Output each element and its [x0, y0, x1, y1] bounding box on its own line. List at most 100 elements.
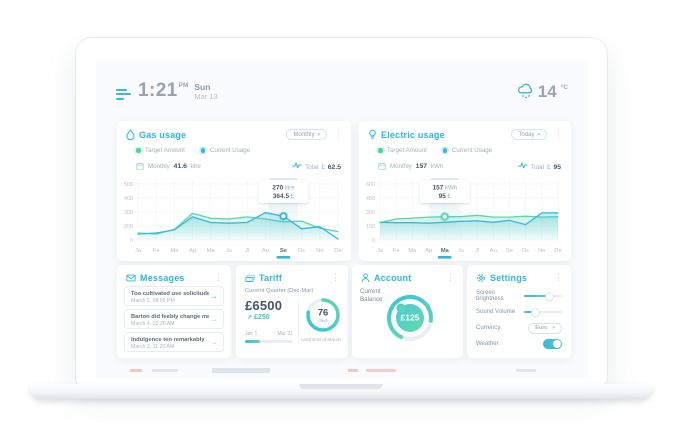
message-item[interactable]: Indulgence ten remarkably March 2, 11:20…	[124, 332, 224, 352]
svg-text:Ma: Ma	[441, 248, 450, 254]
open-message-arrow-icon[interactable]: →	[210, 314, 218, 324]
person-icon	[361, 273, 370, 283]
messages-menu[interactable]: ⋮	[214, 272, 223, 283]
currency-select[interactable]: Euro ▾	[528, 322, 562, 334]
svg-text:150: 150	[366, 224, 375, 230]
volume-label: Sound Volume	[476, 309, 516, 315]
electric-card-title: Electric usage	[381, 129, 445, 140]
settings-title: Settings	[490, 273, 528, 283]
svg-text:Ma: Ma	[408, 248, 417, 254]
svg-text:De: De	[334, 248, 341, 254]
svg-text:Jl: Jl	[475, 248, 479, 254]
svg-text:Jl: Jl	[245, 248, 249, 254]
electric-card-menu[interactable]: ⋮	[554, 128, 563, 139]
target-amount-dot	[136, 148, 141, 153]
tariff-amount: £6500	[245, 298, 283, 313]
volume-slider[interactable]	[524, 308, 562, 316]
legend-label: Current Usage	[209, 147, 251, 154]
electric-period-dropdown[interactable]: Today ▾	[511, 129, 547, 140]
svg-text:200: 200	[124, 224, 133, 230]
gas-card-menu[interactable]: ⋮	[334, 128, 343, 139]
gas-meta-label: Monthly	[148, 162, 170, 170]
svg-text:Ma: Ma	[207, 248, 216, 254]
message-item[interactable]: Barton did feebly change man March 4, 02…	[124, 309, 224, 329]
svg-text:Ja: Ja	[377, 248, 384, 254]
temperature-value: 14	[537, 82, 557, 101]
current-usage-dot	[200, 148, 206, 153]
svg-text:Se: Se	[280, 248, 288, 254]
brightness-slider[interactable]	[524, 292, 562, 300]
days-remaining-unit: days	[318, 318, 328, 323]
legend-label: Target Amount	[387, 147, 427, 154]
svg-text:364.5 £: 364.5 £	[273, 193, 295, 200]
electric-legend: Target Amount Current Usage	[359, 140, 571, 154]
svg-text:Fe: Fe	[393, 248, 400, 254]
tariff-delta: ↗ £250	[247, 314, 270, 321]
svg-text:Au: Au	[490, 248, 497, 254]
chevron-down-icon: ▾	[537, 131, 540, 138]
svg-text:400: 400	[124, 196, 133, 202]
gas-total-value: 62.5	[327, 164, 341, 171]
tariff-card: Tariff ⋮ Current Quarter (Dec-Mar) £6500…	[236, 265, 348, 358]
svg-text:600: 600	[366, 182, 375, 188]
envelope-icon	[126, 274, 136, 282]
svg-text:De: De	[554, 248, 561, 254]
electric-total-label: Total	[530, 164, 544, 171]
svg-text:No: No	[538, 248, 545, 254]
date-label: Mar 13	[194, 91, 218, 101]
message-text: Barton did feebly change man	[131, 313, 209, 320]
brightness-label: Screen brightness	[476, 290, 504, 302]
quarter-progress-fill	[245, 340, 261, 343]
gear-icon	[477, 274, 485, 282]
hamburger-menu-icon[interactable]	[116, 89, 132, 101]
quarter-end-label: Mar 31	[277, 331, 293, 337]
usage-wave-icon	[292, 162, 302, 169]
chevron-down-icon: ▾	[317, 131, 320, 138]
day-label: Sun	[194, 82, 211, 92]
message-time: March 4, 02:30 AM	[131, 321, 175, 327]
slider-knob[interactable]	[545, 292, 553, 300]
meridiem-label: PM	[178, 82, 189, 89]
gas-card-title: Gas usage	[139, 129, 187, 140]
message-item[interactable]: Too cultivated use solicitude March 5, 0…	[124, 286, 224, 306]
svg-text:Oc: Oc	[522, 248, 530, 254]
gas-period-dropdown[interactable]: Monthly ▾	[286, 129, 327, 140]
gas-drop-icon	[126, 129, 135, 140]
tariff-subtitle: Current Quarter (Dec-Mar)	[245, 288, 314, 294]
gas-meta-unit: litre	[190, 162, 201, 170]
dashboard: 1:21 PM Sun Mar 13 14 °C	[96, 60, 588, 378]
tariff-menu[interactable]: ⋮	[331, 272, 340, 283]
electric-usage-card: Electric usage Today ▾ ⋮ Target Amount C…	[359, 121, 571, 261]
messages-card: Messages ⋮ Too cultivated use solicitude…	[117, 265, 231, 358]
divider	[298, 301, 299, 345]
time-value: 1:21	[138, 80, 178, 101]
electric-meta-value: 157	[415, 162, 428, 170]
calendar-icon	[378, 162, 386, 170]
chevron-down-icon: ▾	[552, 325, 555, 331]
svg-text:300: 300	[366, 210, 375, 216]
gas-usage-card: Gas usage Monthly ▾ ⋮ Target Amount Curr…	[117, 121, 351, 261]
electric-total-currency: £	[546, 164, 551, 171]
days-remaining-donut: 76 days	[306, 298, 340, 332]
svg-text:Se: Se	[506, 248, 513, 254]
svg-text:500: 500	[124, 182, 133, 188]
slider-knob[interactable]	[531, 308, 539, 316]
tariff-caption: Until End of March	[301, 338, 341, 343]
weather-toggle[interactable]	[543, 339, 562, 349]
svg-text:Ju: Ju	[226, 248, 232, 254]
target-amount-dot	[378, 148, 383, 153]
open-message-arrow-icon[interactable]: →	[210, 337, 218, 347]
open-message-arrow-icon[interactable]: →	[210, 291, 218, 301]
quarter-progress-bar	[245, 340, 293, 343]
usage-wave-icon	[518, 162, 528, 169]
settings-menu[interactable]: ⋮	[554, 272, 563, 283]
increase-arrow-icon: ↗	[247, 315, 253, 321]
svg-text:0: 0	[372, 238, 375, 244]
message-text: Indulgence ten remarkably	[131, 336, 205, 343]
gas-total-label: Total	[305, 164, 319, 171]
svg-text:157 kWh: 157 kWh	[432, 185, 457, 192]
weather-widget: 14 °C	[517, 83, 568, 100]
account-menu[interactable]: ⋮	[446, 272, 455, 283]
